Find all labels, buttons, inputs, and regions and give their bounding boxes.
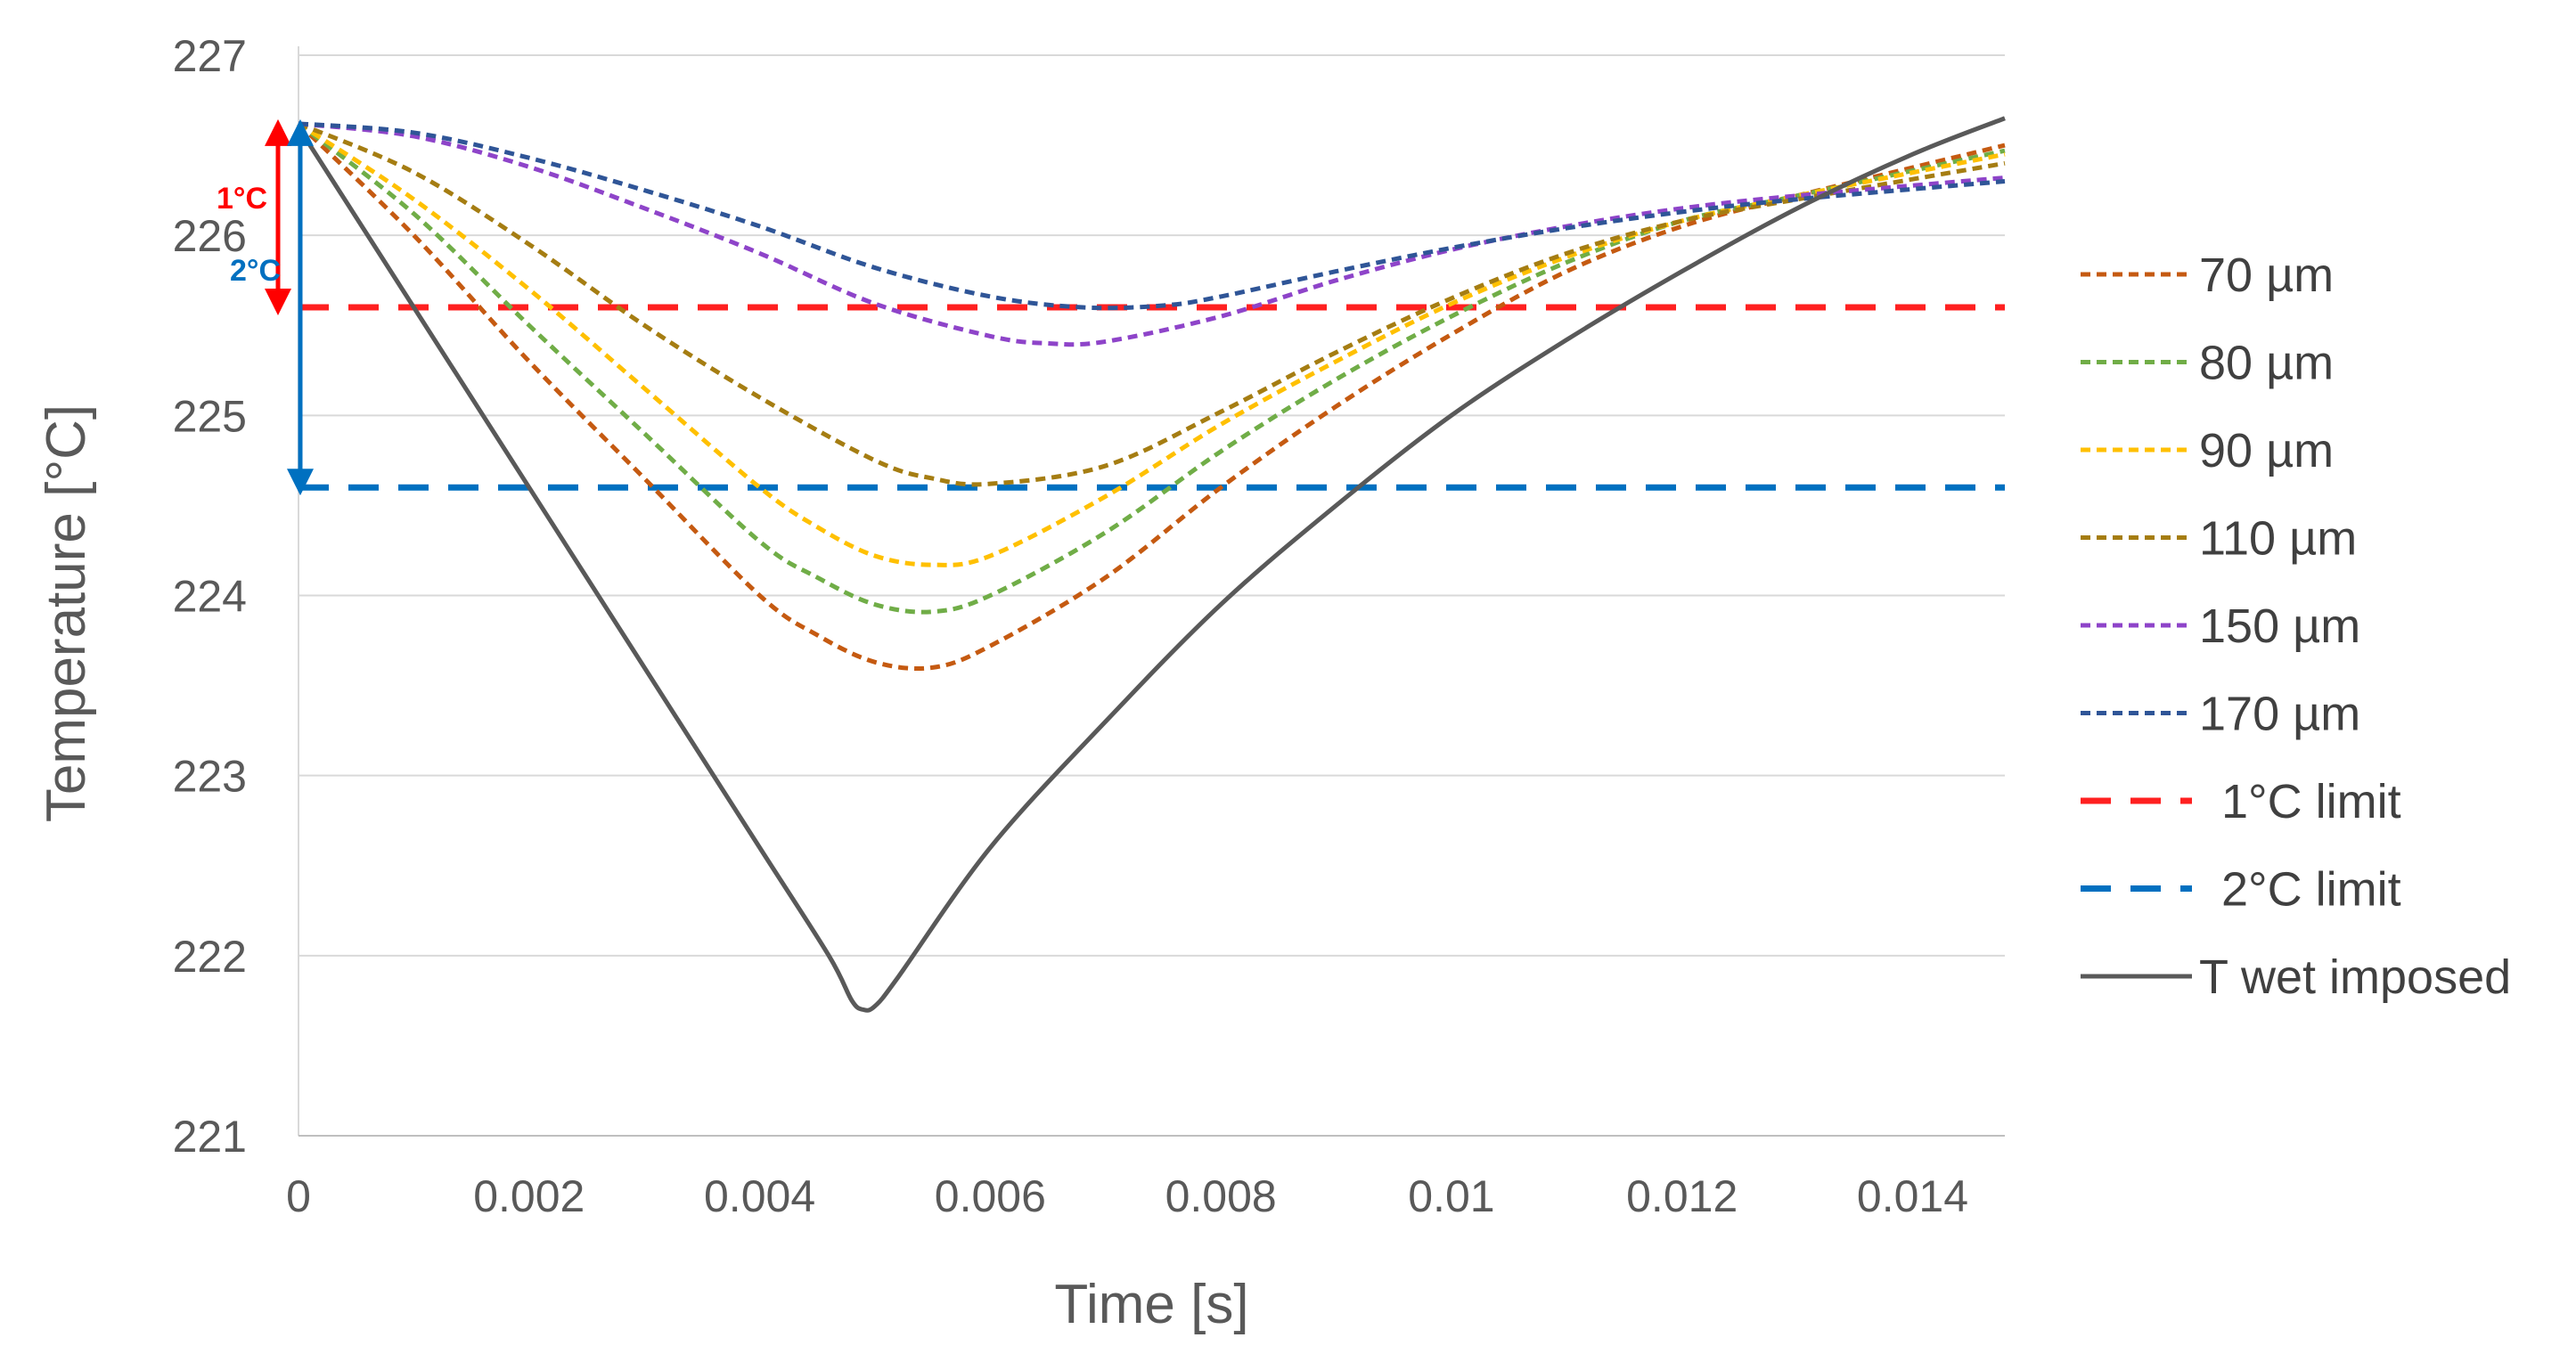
legend-label-80-m: 80 µm [2199, 337, 2334, 390]
x-tick-label: 0.002 [473, 1171, 585, 1221]
x-tick-label: 0.012 [1626, 1171, 1738, 1221]
y-tick-label: 225 [173, 391, 247, 441]
annotation-label-1c: 1°C [217, 182, 267, 216]
plot-series [296, 116, 2006, 1013]
series-line-150-m [298, 121, 2006, 347]
legend-label-2-c-limit: 2°C limit [2208, 863, 2401, 917]
series-line-90-m [297, 121, 2006, 567]
y-axis-ticks: 221 222 223 224 225 226 227 [173, 31, 247, 1162]
grid [298, 46, 2005, 1137]
annotation-label-2c: 2°C [230, 254, 281, 288]
y-tick-label: 222 [173, 932, 247, 982]
x-tick-label: 0.014 [1857, 1171, 1968, 1221]
series-line-80-m [297, 121, 2006, 615]
legend-label-90-m: 90 µm [2199, 424, 2334, 477]
legend-label-110-m: 110 µm [2199, 512, 2357, 566]
legend-label-70-m: 70 µm [2199, 249, 2334, 302]
series-line-110-m [298, 121, 2006, 487]
x-tick-label: 0.01 [1408, 1171, 1494, 1221]
legend-label-150-m: 150 µm [2199, 599, 2360, 653]
x-tick-label: 0.004 [704, 1171, 815, 1221]
x-tick-label: 0.006 [935, 1171, 1046, 1221]
y-axis-title: Temperature [°C] [36, 404, 97, 822]
legend: 70 µm 80 µm 90 µm 110 µm 150 µm 170 µm 1°C li… [2081, 249, 2511, 1004]
y-tick-label: 227 [173, 31, 247, 81]
y-tick-label: 226 [173, 211, 247, 261]
series-line-70-m [297, 122, 2006, 672]
y-tick-label: 221 [173, 1112, 247, 1162]
legend-label-170-m: 170 µm [2199, 688, 2360, 741]
x-tick-label: 0.008 [1165, 1171, 1277, 1221]
y-tick-label: 224 [173, 572, 247, 622]
x-tick-label: 0 [286, 1171, 311, 1221]
y-tick-label: 223 [173, 752, 247, 802]
legend-label-t-wet-imposed: T wet imposed [2199, 950, 2511, 1004]
x-axis-ticks: 0 0.002 0.004 0.006 0.008 0.01 0.012 0.014 [286, 1171, 1968, 1221]
legend-label-1-c-limit: 1°C limit [2208, 775, 2401, 828]
x-axis-title: Time [s] [1054, 1274, 1248, 1335]
series-line-t-wet-imposed [296, 116, 2006, 1013]
annotations: 1°C 2°C [217, 118, 314, 496]
series-line-170-m [298, 121, 2006, 311]
